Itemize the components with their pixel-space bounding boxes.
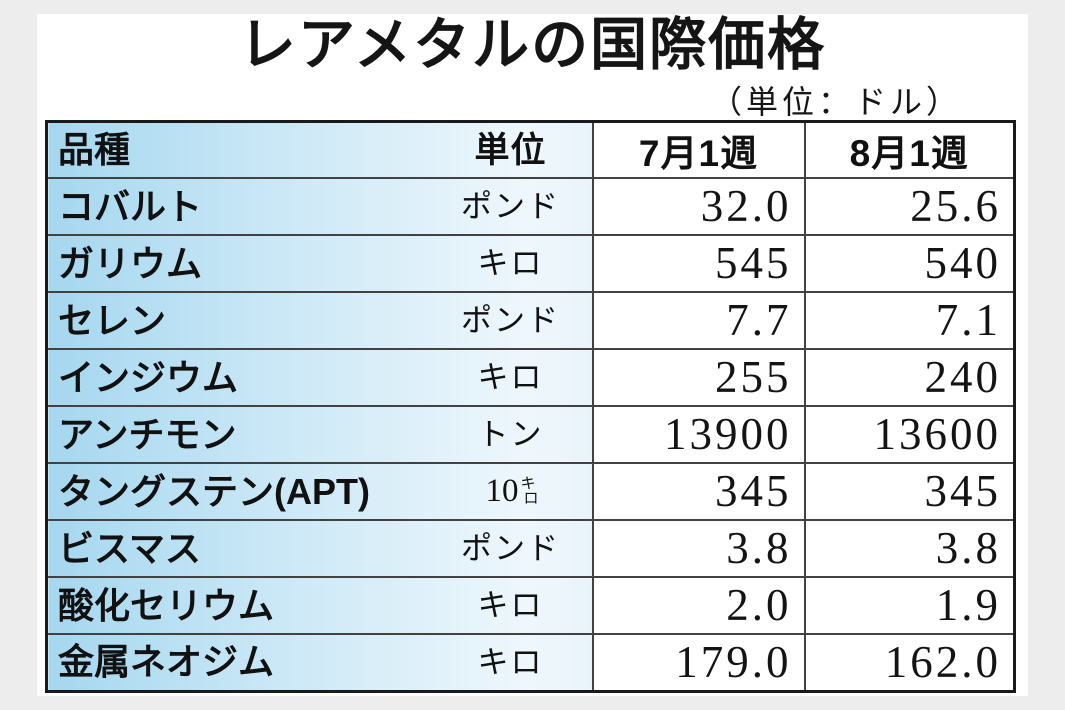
item-unit: ポンド xyxy=(461,531,560,566)
item-unit: 10 キ ロ xyxy=(430,473,591,509)
table-row: コバルト ポンド 32.0 25.6 xyxy=(45,177,1016,236)
page-title: レアメタルの国際価格 xyxy=(238,13,827,77)
price-aug-week1: 240 xyxy=(803,348,1016,407)
item-unit: ポンド xyxy=(461,189,560,224)
item-unit-cell: ガリウム キロ xyxy=(45,234,594,293)
table-row: 酸化セリウム キロ 2.0 1.9 xyxy=(45,576,1016,635)
table-header-row: 品種 単位 7月1週 8月1週 xyxy=(45,120,1016,179)
header-aug-week1: 8月1週 xyxy=(803,120,1016,179)
item-unit: キロ xyxy=(477,588,544,623)
price-aug-week1: 162.0 xyxy=(803,633,1016,692)
price-jul-week1: 345 xyxy=(591,462,806,521)
unit-kiro-top: キ xyxy=(520,476,536,493)
table-row: インジウム キロ 255 240 xyxy=(45,348,1016,407)
header-item: 品種 xyxy=(58,129,131,170)
price-aug-week1: 540 xyxy=(803,234,1016,293)
unit-kiro-bottom: ロ xyxy=(523,490,539,507)
rare-metal-price-table: 品種 単位 7月1週 8月1週 コバルト ポンド 32.0 25.6 ガリウム xyxy=(45,120,1016,693)
item-unit-cell: 酸化セリウム キロ xyxy=(45,576,594,635)
header-jul-week1: 7月1週 xyxy=(591,120,806,179)
item-unit: キロ xyxy=(477,246,544,281)
item-unit-cell: アンチモン トン xyxy=(45,405,594,464)
header-unit: 単位 xyxy=(474,130,547,170)
table-row: ビスマス ポンド 3.8 3.8 xyxy=(45,519,1016,578)
price-aug-week1: 13600 xyxy=(803,405,1016,464)
price-jul-week1: 2.0 xyxy=(591,576,806,635)
table-row: タングステン(APT) 10 キ ロ 345 345 xyxy=(45,462,1016,521)
price-jul-week1: 3.8 xyxy=(591,519,806,578)
header-item-unit-cell: 品種 単位 xyxy=(45,120,594,179)
item-unit: キロ xyxy=(477,644,544,680)
item-unit: ポンド xyxy=(461,303,560,338)
price-aug-week1: 3.8 xyxy=(803,519,1016,578)
price-jul-week1: 179.0 xyxy=(591,633,806,692)
table-card: レアメタルの国際価格 （単位：ドル） 品種 単位 7月1週 8月1週 コバルト … xyxy=(37,14,1028,696)
item-name: 金属ネオジム xyxy=(58,641,275,683)
item-unit-cell: コバルト ポンド xyxy=(45,177,594,236)
item-unit-cell: セレン ポンド xyxy=(45,291,594,350)
item-name: タングステン(APT) xyxy=(58,470,370,512)
price-aug-week1: 1.9 xyxy=(803,576,1016,635)
item-unit: トン xyxy=(477,417,544,452)
table-row: 金属ネオジム キロ 179.0 162.0 xyxy=(45,633,1016,692)
item-unit-cell: ビスマス ポンド xyxy=(45,519,594,578)
item-name: 酸化セリウム xyxy=(58,584,275,626)
price-jul-week1: 32.0 xyxy=(591,177,806,236)
price-aug-week1: 345 xyxy=(803,462,1016,521)
item-name: ビスマス xyxy=(58,527,201,569)
unit-kiro-stack: キ ロ xyxy=(520,476,539,507)
item-name: ガリウム xyxy=(58,242,203,284)
table-row: ガリウム キロ 545 540 xyxy=(45,234,1016,293)
price-jul-week1: 7.7 xyxy=(591,291,806,350)
item-name: アンチモン xyxy=(58,413,237,455)
price-aug-week1: 7.1 xyxy=(803,291,1016,350)
price-jul-week1: 255 xyxy=(591,348,806,407)
item-name: インジウム xyxy=(58,356,239,398)
table-row: セレン ポンド 7.7 7.1 xyxy=(45,291,1016,350)
table-row: アンチモン トン 13900 13600 xyxy=(45,405,1016,464)
price-jul-week1: 13900 xyxy=(591,405,806,464)
price-jul-week1: 545 xyxy=(591,234,806,293)
item-unit-cell: タングステン(APT) 10 キ ロ xyxy=(45,462,594,521)
price-aug-week1: 25.6 xyxy=(803,177,1016,236)
item-name: コバルト xyxy=(58,185,203,227)
unit-amount: 10 xyxy=(485,473,519,509)
item-unit-cell: インジウム キロ xyxy=(45,348,594,407)
unit-note: （単位：ドル） xyxy=(709,84,962,120)
item-unit-cell: 金属ネオジム キロ xyxy=(45,633,594,692)
item-unit: キロ xyxy=(477,360,544,395)
item-name: セレン xyxy=(58,299,167,341)
